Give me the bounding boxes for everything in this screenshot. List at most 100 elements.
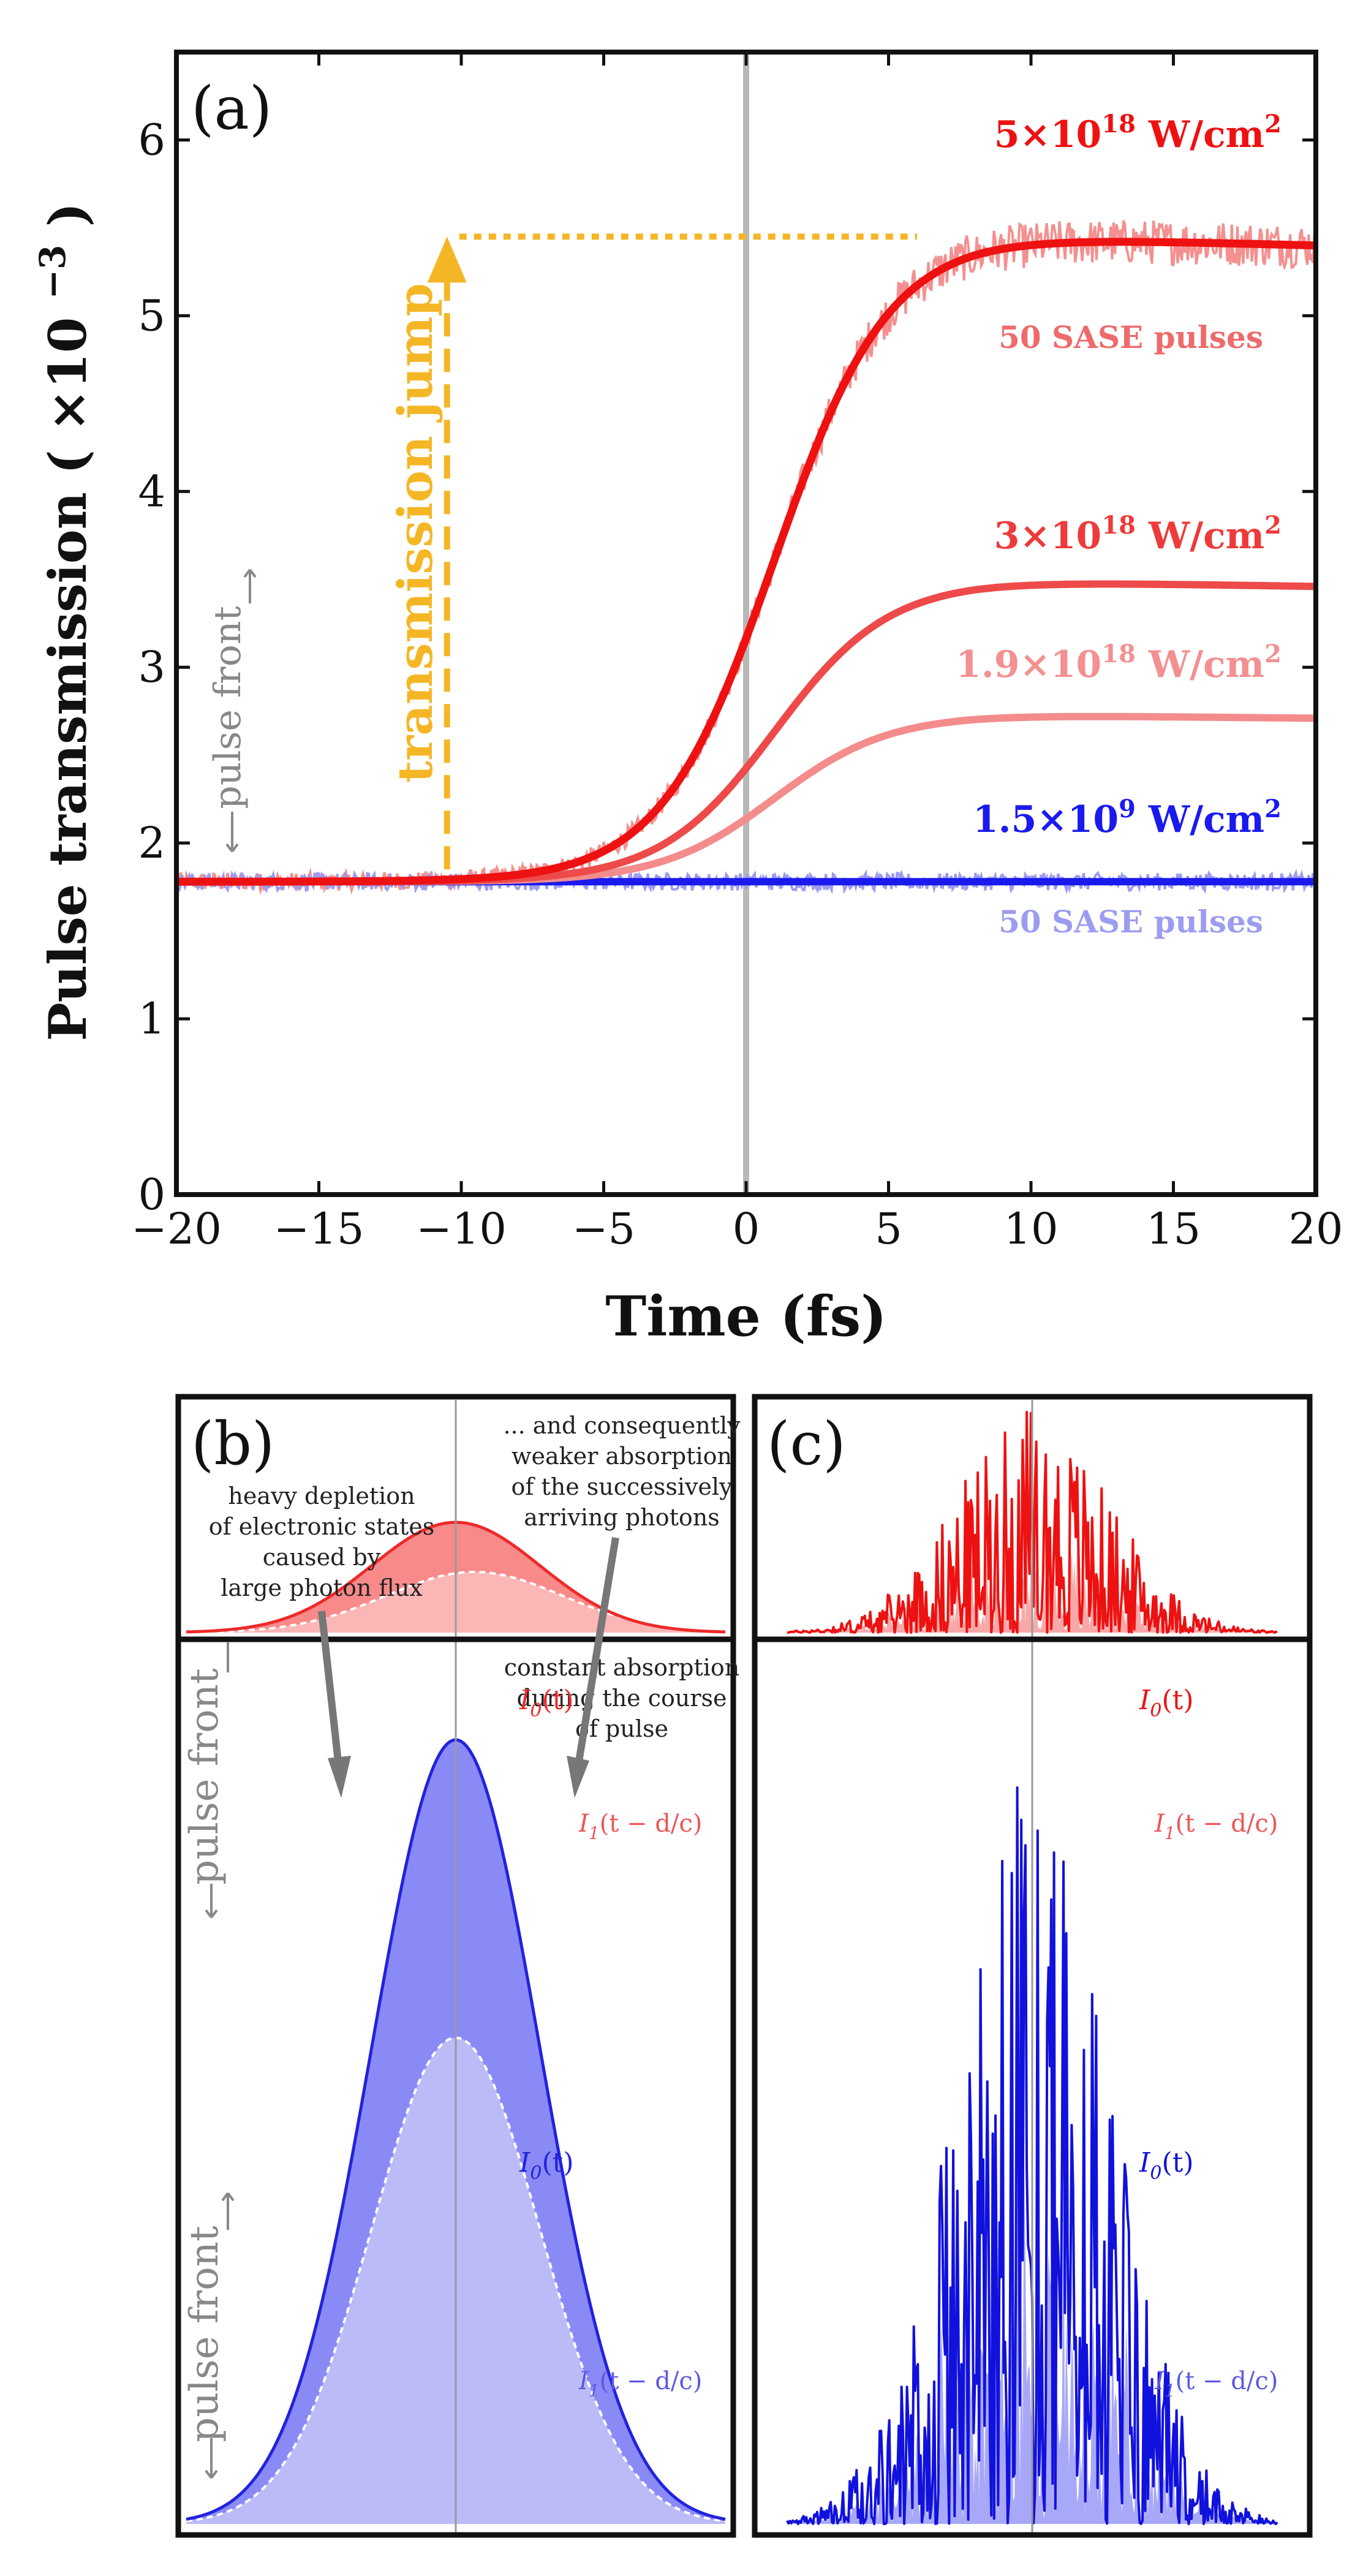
- b-annot-bottom-line2: during the course: [516, 1685, 727, 1712]
- b-top-I1-main: I: [578, 1810, 589, 1838]
- a-ytick-label-1: 1: [138, 994, 165, 1044]
- panel-b: (b) heavy depletion of electronic states…: [175, 1394, 741, 2538]
- a-series-lines: [176, 238, 1316, 886]
- b-annot-right-line3: of the successively: [511, 1473, 733, 1500]
- b-right-arrow: [567, 1537, 619, 1798]
- c-top-label-I1: I1(t − d/c): [1154, 1810, 1278, 1843]
- a-transmission-jump-label: transmission jump: [388, 283, 444, 783]
- a-label-15e9-sup2: 2: [1264, 795, 1282, 823]
- a-label-5e18-unit: W/cm: [1136, 113, 1264, 156]
- b-annot-left-line4: large photon flux: [221, 1574, 423, 1601]
- a-ytick-label-5: 5: [138, 290, 165, 341]
- c-bottom-I0-main: I: [1139, 2147, 1151, 2178]
- b-top-I0-sub: 0: [530, 1700, 542, 1721]
- a-xtick-label-5: 5: [875, 1204, 902, 1254]
- b-annot-right-line4: arriving photons: [524, 1504, 719, 1531]
- panel-c: (c) I0(t) I1(t − d/c) I0(t) I1(t − d/c): [752, 1394, 1313, 2538]
- a-series-label-5e18: 5×1018 W/cm2: [994, 110, 1282, 156]
- a-xtick-label-3: −5: [572, 1204, 635, 1254]
- b-top-I1-arg: (t − d/c): [600, 1810, 703, 1838]
- b-annot-left-line1: heavy depletion: [228, 1483, 415, 1509]
- a-xtick-label-7: 15: [1146, 1204, 1201, 1254]
- a-series-label-1.5e9: 1.5×109 W/cm2: [973, 795, 1282, 841]
- a-ytick-label-2: 2: [138, 818, 165, 868]
- a-axis-ticks: −20 −15 −10 −5 0 5 10 15 20 0 1 2 3 4 5 6: [131, 52, 1343, 1254]
- b-annot-right-line2: weaker absorption: [512, 1443, 732, 1470]
- b-bottom-annotation: constant absorption during the course of…: [504, 1654, 740, 1742]
- a-xtick-label-6: 10: [1003, 1204, 1058, 1254]
- a-series-label-3e18: 3×1018 W/cm2: [994, 511, 1282, 557]
- a-label-19e18-sup: 18: [1101, 640, 1136, 668]
- a-label-19e18-base: 1.9×10: [956, 643, 1101, 686]
- c-bottom-label-I1: I1(t − d/c): [1154, 2367, 1278, 2401]
- b-annot-left-line3: caused by: [263, 1544, 381, 1571]
- a-y-axis-label-main: Pulse transmission: [37, 492, 98, 1041]
- c-top-I1-arg: (t − d/c): [1176, 1810, 1278, 1838]
- c-bottom-I0-sub: 0: [1150, 2162, 1161, 2184]
- c-bottom-I1-main: I: [1154, 2367, 1165, 2395]
- a-sase-label-blue: 50 SASE pulses: [999, 904, 1263, 940]
- b-pulse-front-top-label: pulse front: [182, 1668, 227, 1885]
- c-bottom-label-I0: I0(t): [1139, 2147, 1194, 2184]
- b-left-arrow: [318, 1611, 351, 1798]
- b-top-I0-main: I: [519, 1685, 531, 1716]
- a-y-axis-close: ): [37, 202, 98, 227]
- a-label-3e18-base: 3×10: [994, 515, 1102, 557]
- a-ytick-label-0: 0: [138, 1169, 165, 1220]
- a-ytick-label-4: 4: [138, 466, 165, 516]
- b-top-right-annotation: ... and consequently weaker absorption o…: [503, 1412, 741, 1531]
- c-top-I0-main: I: [1139, 1685, 1151, 1716]
- a-series-label-1.9e18: 1.9×1018 W/cm2: [956, 640, 1282, 686]
- b-bottom-I1-main: I: [578, 2367, 589, 2395]
- a-label-5e18-sup: 18: [1101, 110, 1136, 138]
- b-top-I0-arg: (t): [542, 1685, 573, 1716]
- a-pulse-front: pulse front: [206, 568, 257, 853]
- a-label-3e18-sup2: 2: [1264, 511, 1282, 540]
- a-label-15e9-unit: W/cm: [1136, 798, 1264, 841]
- b-bottom-label-I1: I1(t − d/c): [578, 2367, 702, 2401]
- b-bottom-label-I0: I0(t): [519, 2147, 574, 2184]
- a-y-axis-label: Pulse transmission ( ×10 −3 ): [17, 202, 98, 1041]
- c-top-I1-sub: 1: [1165, 1823, 1176, 1843]
- a-xtick-label-1: −15: [274, 1204, 364, 1254]
- a-label-15e9-base: 1.5×10: [973, 798, 1119, 841]
- a-label-19e18-sup2: 2: [1264, 640, 1282, 668]
- c-bottom-I0-arg: (t): [1161, 2147, 1193, 2178]
- c-top-I0-sub: 0: [1150, 1700, 1161, 1721]
- b-top-label-I0: I0(t): [519, 1685, 574, 1721]
- a-series-line-0: [176, 238, 1316, 886]
- c-bottom-I1-arg: (t − d/c): [1176, 2367, 1278, 2395]
- b-annot-left-line2: of electronic states: [209, 1513, 434, 1540]
- a-label-5e18-base: 5×10: [994, 113, 1102, 156]
- b-bottom-I1-arg: (t − d/c): [600, 2367, 703, 2395]
- b-bottom-I0-arg: (t): [542, 2147, 573, 2178]
- a-label-19e18-unit: W/cm: [1136, 643, 1264, 686]
- b-annot-right-line1: ... and consequently: [503, 1412, 741, 1439]
- a-ytick-label-6: 6: [138, 115, 165, 165]
- c-top-label-I0: I0(t): [1139, 1685, 1194, 1721]
- a-xtick-label-0: −20: [131, 1204, 222, 1254]
- c-panel-label: (c): [767, 1410, 846, 1478]
- a-y-axis-exp: −3: [32, 244, 74, 299]
- a-label-3e18-unit: W/cm: [1136, 515, 1264, 557]
- a-jump-arrow-head: [427, 236, 467, 283]
- b-top-I1-sub: 1: [589, 1823, 600, 1843]
- b-pulse-front-bottom: pulse front: [182, 2192, 235, 2479]
- a-panel-label: (a): [191, 74, 272, 143]
- a-x-axis-label: Time (fs): [605, 1284, 887, 1349]
- c-top-I0-arg: (t): [1161, 1685, 1193, 1716]
- a-xtick-label-2: −10: [416, 1204, 507, 1254]
- panel-a: −20 −15 −10 −5 0 5 10 15 20 0 1 2 3 4 5 6 (a) Pulse tra…: [17, 50, 1343, 1349]
- a-xtick-label-8: 20: [1288, 1204, 1343, 1254]
- c-bottom-I1-sub: 1: [1165, 2381, 1176, 2401]
- b-annot-bottom-line3: of pulse: [575, 1715, 668, 1742]
- c-top-I1-main: I: [1154, 1810, 1165, 1838]
- b-bottom-I1-sub: 1: [589, 2381, 600, 2401]
- c-frame: [752, 1394, 1313, 2538]
- a-label-5e18-sup2: 2: [1264, 110, 1282, 138]
- a-label-3e18-sup: 18: [1101, 511, 1136, 540]
- b-annot-bottom-line1: constant absorption: [504, 1654, 740, 1681]
- b-bottom-I0-sub: 0: [530, 2162, 542, 2184]
- b-pulse-front-top: pulse front: [182, 1642, 229, 1919]
